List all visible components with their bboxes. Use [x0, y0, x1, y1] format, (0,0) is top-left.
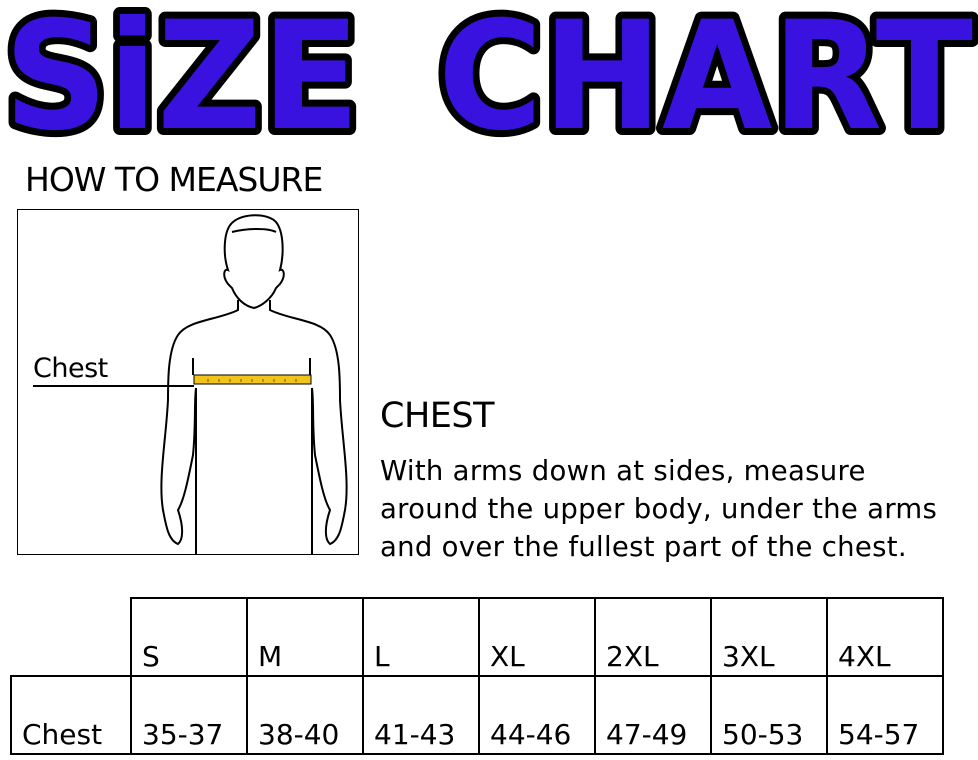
- body-outline-illustration: [33, 214, 348, 554]
- size-header-row: S M L XL 2XL 3XL 4XL: [11, 597, 944, 677]
- size-header: L: [362, 597, 480, 677]
- table-cell: 35-37: [130, 675, 248, 755]
- table-row: Chest 35-37 38-40 41-43 44-46 47-49 50-5…: [10, 675, 944, 755]
- header-empty-cell: [11, 598, 132, 676]
- table-cell: 54-57: [826, 675, 944, 755]
- instruction-line: around the upper body, under the arms: [380, 493, 938, 525]
- chest-figure-label: Chest: [33, 353, 108, 384]
- size-table: S M L XL 2XL 3XL 4XL Chest 35-37 38-40 4…: [10, 597, 944, 755]
- size-header: 4XL: [826, 597, 944, 677]
- chest-section-title: CHEST: [380, 396, 494, 436]
- table-cell: 41-43: [362, 675, 480, 755]
- size-header: M: [246, 597, 364, 677]
- instruction-line: With arms down at sides, measure: [380, 455, 866, 487]
- size-header: S: [130, 597, 248, 677]
- size-chart-title: SiZE CHART: [0, 0, 978, 150]
- table-cell: 50-53: [710, 675, 828, 755]
- table-cell: 38-40: [246, 675, 364, 755]
- title-word-size: SiZE: [4, 0, 360, 150]
- how-to-measure-heading: HOW TO MEASURE: [25, 160, 323, 199]
- chest-instructions: With arms down at sides, measure around …: [380, 452, 978, 566]
- table-cell: 47-49: [594, 675, 712, 755]
- instruction-line: and over the fullest part of the chest.: [380, 531, 907, 563]
- size-header: 3XL: [710, 597, 828, 677]
- size-header: 2XL: [594, 597, 712, 677]
- row-label: Chest: [10, 675, 132, 755]
- size-header: XL: [478, 597, 596, 677]
- title-word-chart: CHART: [438, 0, 973, 150]
- table-cell: 44-46: [478, 675, 596, 755]
- measurement-figure: Chest: [17, 209, 359, 555]
